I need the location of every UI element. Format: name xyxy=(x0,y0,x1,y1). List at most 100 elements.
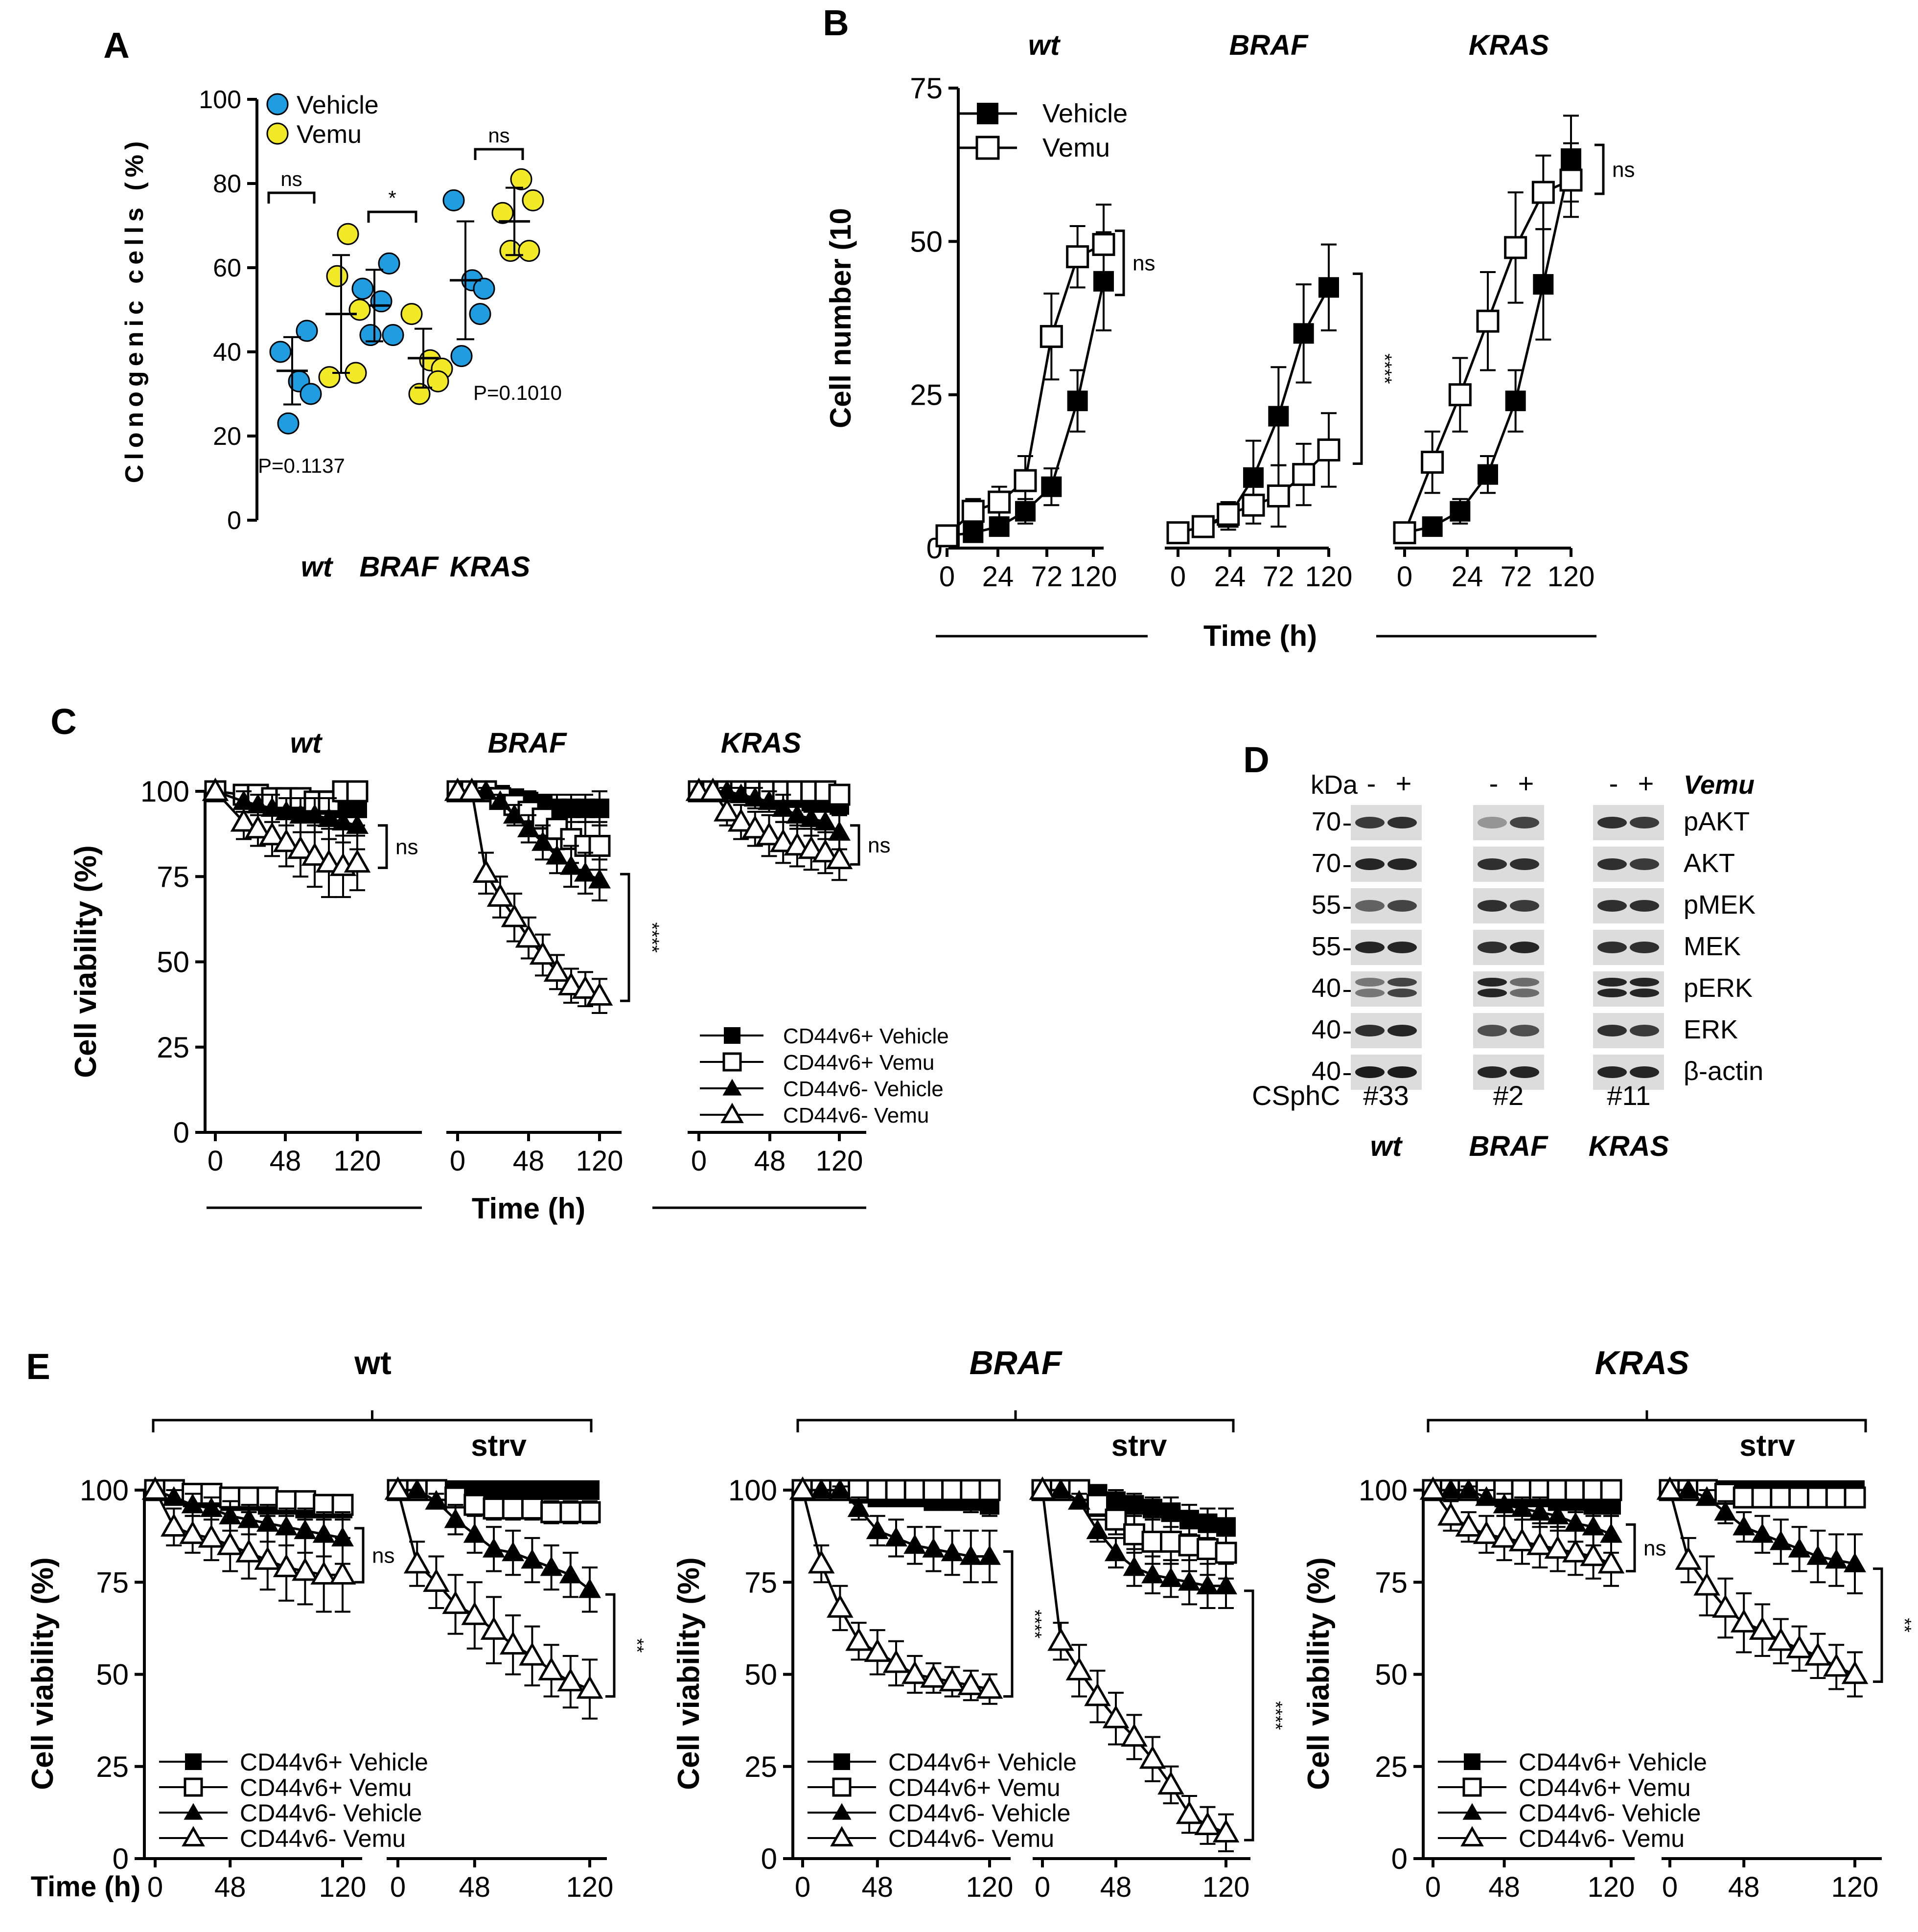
blot-band xyxy=(1355,1025,1385,1036)
data-point xyxy=(1086,1519,1109,1540)
data-point xyxy=(540,1556,563,1576)
data-point xyxy=(847,1497,870,1517)
y-tick-label: 50 xyxy=(744,1658,777,1691)
data-point xyxy=(1714,1501,1737,1521)
data-point xyxy=(458,777,485,801)
data-point xyxy=(499,1631,527,1655)
legend-marker xyxy=(977,103,998,124)
data-point xyxy=(1528,1501,1551,1521)
data-point xyxy=(1749,1616,1776,1640)
significance-bracket xyxy=(1626,1523,1636,1573)
data-point xyxy=(1582,1479,1605,1501)
data-point xyxy=(1123,1556,1146,1576)
legend-label: CD44v6+ Vehicle xyxy=(240,1748,428,1776)
data-point xyxy=(408,383,431,405)
legend-marker xyxy=(1460,1826,1484,1847)
data-point xyxy=(344,849,371,873)
data-point xyxy=(1564,1512,1587,1532)
significance-label: * xyxy=(388,186,396,209)
x-tick-label: 120 xyxy=(1831,1871,1879,1903)
data-point xyxy=(1139,1745,1166,1769)
x-axis-title: Time (h) xyxy=(31,1871,141,1903)
strv-label: strv xyxy=(1739,1429,1795,1463)
data-point xyxy=(503,804,526,824)
data-point xyxy=(1178,1534,1201,1557)
data-point xyxy=(1493,1494,1516,1514)
data-point xyxy=(1475,1486,1498,1506)
y-axis-title: Cell viability (%) xyxy=(672,1557,706,1790)
lane-minus: - xyxy=(1609,768,1618,799)
y-axis-title: Clonogenic cells (%) xyxy=(120,137,149,483)
y-tick-label: 25 xyxy=(744,1750,777,1783)
blot-band xyxy=(1478,1025,1507,1036)
data-point xyxy=(230,808,257,832)
significance-bracket xyxy=(1115,230,1125,297)
blot-band xyxy=(1510,1066,1539,1078)
data-point xyxy=(1504,236,1527,259)
y-tick-label: 75 xyxy=(744,1566,777,1599)
x-tick-label: 48 xyxy=(513,1145,545,1177)
data-point xyxy=(1121,1723,1148,1747)
blot-band xyxy=(1387,1066,1417,1078)
data-point xyxy=(444,1508,467,1528)
data-point xyxy=(463,1523,486,1543)
blot-strip xyxy=(1593,971,1664,1007)
data-point xyxy=(882,1649,910,1673)
data-point xyxy=(1733,1486,1755,1509)
data-point xyxy=(1067,391,1088,412)
x-tick-label: 120 xyxy=(319,1871,367,1903)
data-point xyxy=(699,777,727,801)
data-point xyxy=(1242,493,1265,517)
significance-bracket xyxy=(354,1527,365,1584)
legend-label: CD44v6- Vemu xyxy=(240,1825,406,1852)
data-point xyxy=(1844,1552,1866,1572)
data-point xyxy=(1123,1523,1145,1545)
data-point xyxy=(1769,1530,1792,1550)
group-label: wt xyxy=(301,551,334,583)
significance-bracket xyxy=(1003,1550,1014,1698)
data-point xyxy=(1176,1800,1203,1824)
data-point xyxy=(326,265,348,287)
blot-band xyxy=(1355,978,1385,987)
x-tick-label: 120 xyxy=(1305,561,1353,593)
kda-label: 70 xyxy=(1312,807,1341,836)
data-point xyxy=(829,1479,852,1499)
legend-marker xyxy=(724,1027,740,1044)
data-point xyxy=(518,240,540,262)
data-point xyxy=(901,1660,928,1684)
x-tick-label: 120 xyxy=(566,1871,614,1903)
data-point xyxy=(1084,1682,1111,1706)
x-tick-label: 0 xyxy=(1662,1871,1678,1903)
data-point xyxy=(1823,1653,1850,1677)
blot-band xyxy=(1478,900,1507,912)
data-point xyxy=(959,1545,982,1565)
data-point xyxy=(1730,1609,1757,1633)
significance-bracket xyxy=(1353,272,1363,465)
subplot-wt: 0 48 120 xyxy=(202,777,422,1177)
blot-band xyxy=(1478,1066,1507,1078)
data-point xyxy=(810,1479,833,1499)
data-point xyxy=(403,1550,431,1574)
blot-band xyxy=(1630,817,1659,828)
lane-plus: + xyxy=(1518,768,1534,799)
data-point xyxy=(235,1539,262,1563)
data-point xyxy=(202,777,229,801)
legend-label: Vehicle xyxy=(1042,99,1128,128)
data-point xyxy=(332,810,354,830)
panel-letter-C: C xyxy=(50,701,76,742)
kda-label: 40 xyxy=(1312,1015,1341,1044)
blot-band xyxy=(1510,858,1539,870)
data-point xyxy=(423,1568,450,1592)
data-point xyxy=(1508,1528,1536,1552)
data-point xyxy=(442,1590,469,1614)
data-point xyxy=(1825,1486,1848,1509)
data-point xyxy=(1600,1523,1622,1543)
blot-band xyxy=(1355,858,1385,870)
data-point xyxy=(1806,1545,1829,1565)
blot-band xyxy=(1478,817,1507,828)
significance-bracket xyxy=(1594,143,1605,195)
data-point xyxy=(501,903,528,927)
blot-band xyxy=(1355,900,1385,912)
blot-band xyxy=(1355,989,1385,997)
x-tick-label: 72 xyxy=(1031,561,1063,593)
